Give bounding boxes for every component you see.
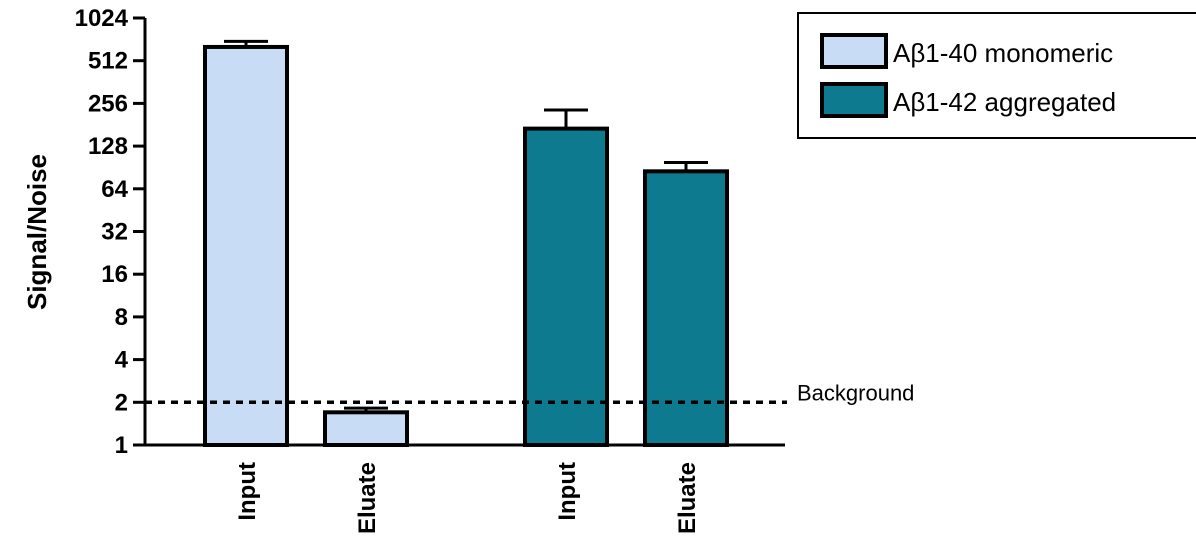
bar bbox=[523, 126, 609, 447]
y-tick-label: 32 bbox=[101, 219, 128, 246]
y-axis-title: Signal/Noise bbox=[22, 154, 52, 310]
x-category-label: Input bbox=[234, 462, 261, 521]
y-tick-label: 8 bbox=[115, 304, 128, 331]
bar bbox=[203, 44, 289, 447]
bars bbox=[203, 39, 729, 448]
y-tick-label: 4 bbox=[115, 347, 129, 374]
y-tick-label: 256 bbox=[88, 90, 128, 117]
x-labels: Input Eluate Input Eluate bbox=[234, 462, 701, 534]
x-category-label: Eluate bbox=[354, 462, 381, 534]
y-tick-label: 1 bbox=[115, 432, 128, 459]
y-tick-label: 1024 bbox=[75, 5, 129, 32]
y-tick-label: 16 bbox=[101, 261, 128, 288]
y-tick-label: 512 bbox=[88, 48, 128, 75]
y-tick-label: 64 bbox=[101, 176, 128, 203]
bar bbox=[323, 410, 409, 448]
legend: Aβ1-40 monomeric Aβ1-42 aggregated bbox=[797, 12, 1196, 139]
legend-label-aggregated: Aβ1-42 aggregated bbox=[893, 87, 1116, 117]
legend-swatch-aggregated bbox=[820, 82, 888, 118]
x-category-label: Input bbox=[554, 462, 581, 521]
y-ticks: 1 2 4 8 16 32 64 128 256 512 1024 bbox=[75, 5, 145, 459]
legend-swatch-monomeric bbox=[820, 33, 888, 69]
legend-label-monomeric: Aβ1-40 monomeric bbox=[893, 38, 1113, 68]
x-category-label: Eluate bbox=[674, 462, 701, 534]
legend-box bbox=[797, 12, 1196, 139]
background-label: Background bbox=[797, 380, 914, 405]
bar bbox=[643, 169, 729, 447]
y-tick-label: 2 bbox=[115, 389, 128, 416]
y-tick-label: 128 bbox=[88, 133, 128, 160]
